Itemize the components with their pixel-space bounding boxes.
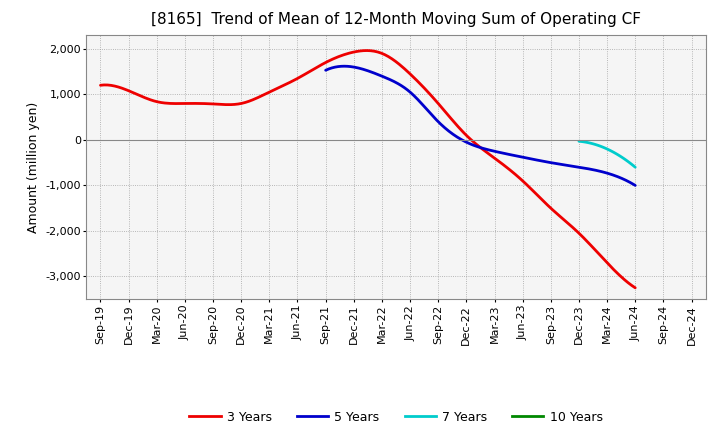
- 7 Years: [608, 149, 617, 154]
- Line: 3 Years: 3 Years: [101, 51, 635, 288]
- 3 Years: [415, 80, 423, 85]
- 7 Years: [631, 165, 639, 170]
- 5 Years: [321, 68, 330, 73]
- 3 Years: [582, 238, 591, 244]
- 5 Years: [583, 166, 592, 171]
- 3 Years: [549, 208, 557, 213]
- Y-axis label: Amount (million yen): Amount (million yen): [27, 102, 40, 233]
- 3 Years: [631, 285, 639, 290]
- 3 Years: [98, 82, 107, 88]
- 5 Years: [631, 183, 639, 188]
- 7 Years: [628, 162, 636, 168]
- 7 Years: [588, 141, 596, 146]
- 5 Years: [505, 152, 514, 157]
- 7 Years: [575, 139, 583, 144]
- 3 Years: [426, 91, 434, 96]
- Legend: 3 Years, 5 Years, 7 Years, 10 Years: 3 Years, 5 Years, 7 Years, 10 Years: [184, 406, 608, 429]
- 5 Years: [340, 63, 348, 69]
- 5 Years: [323, 67, 331, 73]
- Line: 5 Years: 5 Years: [325, 66, 635, 185]
- 3 Years: [416, 82, 425, 87]
- 5 Years: [512, 153, 521, 158]
- 3 Years: [363, 48, 372, 53]
- 5 Years: [507, 152, 516, 158]
- 7 Years: [626, 161, 635, 166]
- 7 Years: [603, 147, 612, 152]
- Title: [8165]  Trend of Mean of 12-Month Moving Sum of Operating CF: [8165] Trend of Mean of 12-Month Moving …: [151, 12, 641, 27]
- 5 Years: [603, 171, 611, 176]
- Line: 7 Years: 7 Years: [579, 141, 635, 167]
- 7 Years: [585, 140, 594, 146]
- 3 Years: [96, 83, 105, 88]
